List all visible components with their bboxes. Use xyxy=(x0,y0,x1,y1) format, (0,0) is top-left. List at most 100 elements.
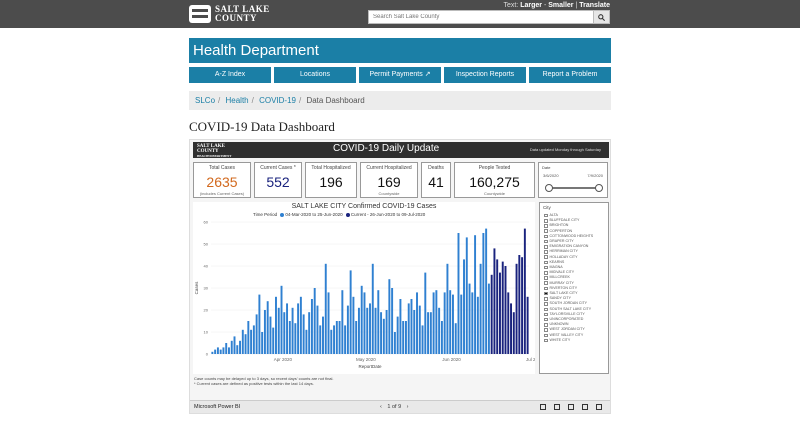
chart-bar[interactable] xyxy=(252,325,255,354)
date-end-handle[interactable] xyxy=(595,184,603,192)
city-checkbox[interactable] xyxy=(544,328,548,332)
chart-plot[interactable]: 0 10 20 30 40 50 60 Apr 2020 May 2020 Jun 2020 Jul… xyxy=(193,202,535,374)
chart-bar[interactable] xyxy=(355,321,358,354)
city-checkbox[interactable] xyxy=(544,234,548,239)
city-option[interactable]: EMIGRATION CANYON xyxy=(540,244,608,249)
chart-bar[interactable] xyxy=(263,310,266,354)
chart-bar[interactable] xyxy=(230,340,233,354)
fullscreen-icon[interactable] xyxy=(596,404,602,410)
chart-bar[interactable] xyxy=(310,299,313,354)
share-icon[interactable] xyxy=(582,404,588,410)
chart-bar[interactable] xyxy=(526,296,529,354)
chart-bar[interactable] xyxy=(410,299,413,354)
chart-bar[interactable] xyxy=(438,307,441,354)
city-option[interactable]: MILLCREEK xyxy=(540,275,608,280)
chart-bar[interactable] xyxy=(239,340,242,354)
prev-page-icon[interactable]: ‹ xyxy=(380,404,382,410)
chart-bar[interactable] xyxy=(391,288,394,354)
city-option[interactable]: SOUTH SALT LAKE CITY xyxy=(540,307,608,312)
chart-bar[interactable] xyxy=(504,266,507,354)
chart-bar[interactable] xyxy=(219,349,222,354)
legend-item-past[interactable]: 04-Mar-2020 to 25-Jun-2020 xyxy=(285,212,343,217)
chart-bar[interactable] xyxy=(291,307,294,354)
city-option[interactable]: RIVERTON CITY xyxy=(540,286,608,291)
card-current-cases[interactable]: Current Cases * 552 xyxy=(254,162,302,198)
city-option[interactable]: WHITE CITY xyxy=(540,338,608,343)
city-option[interactable]: TAYLORSVILLE CITY xyxy=(540,312,608,317)
chart-bar[interactable] xyxy=(451,294,454,354)
city-checkbox[interactable] xyxy=(544,338,548,343)
chart-bar[interactable] xyxy=(313,288,316,354)
chart-bar[interactable] xyxy=(333,325,336,354)
city-option[interactable]: BRIGHTON xyxy=(540,223,608,228)
chart-bar[interactable] xyxy=(399,299,402,354)
city-checkbox[interactable] xyxy=(544,265,548,270)
chart-bar[interactable] xyxy=(498,272,501,354)
city-option[interactable]: HERRIMAN CITY xyxy=(540,249,608,254)
nav-locations[interactable]: Locations xyxy=(274,67,356,83)
chart-bar[interactable] xyxy=(396,316,399,354)
city-checkbox[interactable] xyxy=(544,291,548,296)
city-checkbox[interactable] xyxy=(544,307,548,311)
chart-bar[interactable] xyxy=(377,290,380,354)
chart-bar[interactable] xyxy=(363,292,366,354)
city-option[interactable]: DRAPER CITY xyxy=(540,239,608,244)
chart-bar[interactable] xyxy=(471,292,474,354)
chart-bar[interactable] xyxy=(382,318,385,354)
chart-bar[interactable] xyxy=(250,329,253,354)
nav-report-problem[interactable]: Report a Problem xyxy=(529,67,611,83)
city-checkbox[interactable] xyxy=(544,245,548,249)
date-end[interactable]: 7/9/2020 xyxy=(587,173,603,178)
chart-bar[interactable] xyxy=(247,321,250,354)
city-option[interactable]: MIDVALE CITY xyxy=(540,270,608,275)
chart-bar[interactable] xyxy=(449,290,452,354)
chart-bar[interactable] xyxy=(305,329,308,354)
chart-bar[interactable] xyxy=(349,270,352,354)
search-input[interactable] xyxy=(369,11,593,23)
chart-bar[interactable] xyxy=(222,347,225,354)
city-option[interactable]: COPPERTON xyxy=(540,229,608,234)
chart-bar[interactable] xyxy=(266,301,269,354)
chart-bar[interactable] xyxy=(446,263,449,354)
city-option[interactable]: WEST VALLEY CITY xyxy=(540,333,608,338)
city-option[interactable]: MAGNA xyxy=(540,265,608,270)
card-deaths[interactable]: Deaths 41 xyxy=(421,162,451,198)
chart-bar[interactable] xyxy=(211,351,214,354)
nav-inspection-reports[interactable]: Inspection Reports xyxy=(444,67,526,83)
city-checkbox[interactable] xyxy=(544,323,548,327)
chart-bar[interactable] xyxy=(322,316,324,354)
breadcrumb-slco[interactable]: SLCo xyxy=(195,96,216,105)
chart-bar[interactable] xyxy=(416,292,418,354)
city-checkbox[interactable] xyxy=(544,317,548,322)
city-option[interactable]: SANDY CITY xyxy=(540,296,608,301)
chart-bar[interactable] xyxy=(465,237,468,354)
chart-bar[interactable] xyxy=(294,323,297,354)
chart-bar[interactable] xyxy=(366,307,369,354)
chart-bar[interactable] xyxy=(479,263,482,354)
city-option[interactable]: BLUFFDALE CITY xyxy=(540,218,608,223)
city-option[interactable]: UNINCORPORATED xyxy=(540,317,608,322)
chart-bar[interactable] xyxy=(280,285,283,354)
chart-bar[interactable] xyxy=(327,292,330,354)
chart-bar[interactable] xyxy=(493,248,496,354)
chart-bar[interactable] xyxy=(214,349,217,354)
city-checkbox[interactable] xyxy=(544,312,548,317)
city-checkbox[interactable] xyxy=(544,286,548,291)
city-option[interactable]: SOUTH JORDAN CITY xyxy=(540,301,608,306)
city-checkbox[interactable] xyxy=(544,213,548,218)
chart-bar[interactable] xyxy=(357,307,360,354)
city-checkbox[interactable] xyxy=(544,276,548,280)
text-larger-link[interactable]: Larger xyxy=(520,2,542,9)
date-start-handle[interactable] xyxy=(545,184,553,192)
chart-bar[interactable] xyxy=(244,334,247,354)
chart-bar[interactable] xyxy=(457,233,460,354)
chart-bar[interactable] xyxy=(487,283,490,354)
city-checkbox[interactable] xyxy=(544,250,548,254)
city-option[interactable]: HOLLADAY CITY xyxy=(540,255,608,260)
city-option[interactable]: KEARNS xyxy=(540,260,608,265)
nav-az-index[interactable]: A-Z Index xyxy=(189,67,271,83)
city-option[interactable]: UNKNOWN xyxy=(540,322,608,327)
twitter-share-icon[interactable] xyxy=(554,404,560,410)
chart-bar[interactable] xyxy=(272,327,275,354)
city-option[interactable]: ALTA xyxy=(540,213,608,218)
